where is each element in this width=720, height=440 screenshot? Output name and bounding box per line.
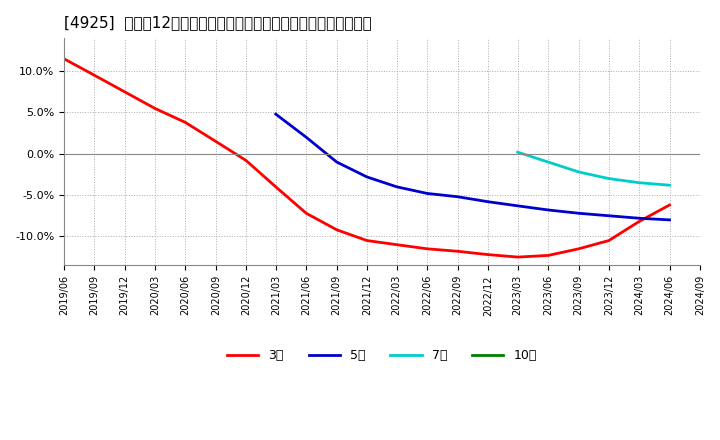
Legend: 3年, 5年, 7年, 10年: 3年, 5年, 7年, 10年: [222, 344, 542, 367]
Text: [4925]  売上高12か月移動合計の対前年同期増減率の平均値の推移: [4925] 売上高12か月移動合計の対前年同期増減率の平均値の推移: [64, 15, 372, 30]
